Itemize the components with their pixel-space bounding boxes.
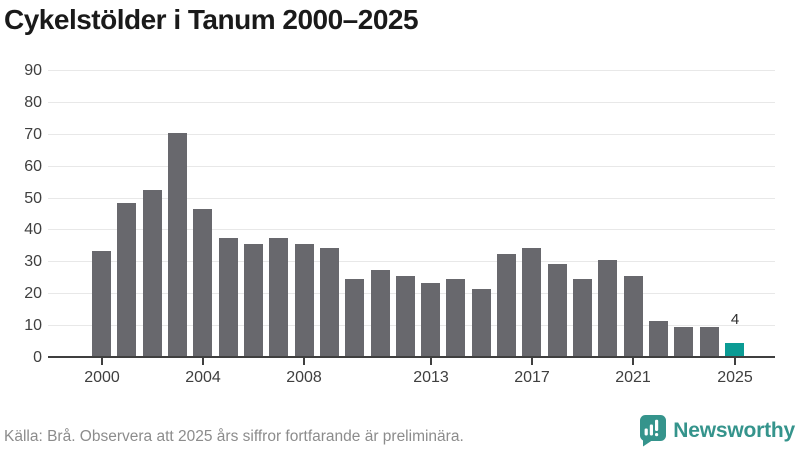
- gridline-90: [48, 70, 775, 71]
- bar-2011: [371, 270, 390, 356]
- bar-2004: [193, 209, 212, 356]
- y-tick-label-0: 0: [33, 349, 42, 366]
- bar-2012: [396, 276, 415, 356]
- y-tick-label-10: 10: [24, 317, 42, 335]
- bar-2007: [269, 238, 288, 356]
- x-tick-2000: [101, 358, 103, 365]
- bar-2019: [573, 279, 592, 356]
- x-tick-2017: [531, 358, 533, 365]
- gridline-60: [48, 165, 775, 167]
- y-tick-label-70: 70: [24, 125, 42, 143]
- bar-2018: [548, 264, 567, 356]
- gridline-50: [48, 197, 775, 199]
- y-tick-label-80: 80: [24, 93, 42, 111]
- x-tick-2025: [734, 358, 736, 365]
- bar-2017: [522, 248, 541, 356]
- x-tick-label-2004: 2004: [185, 369, 221, 386]
- bar-2002: [143, 190, 162, 356]
- bar-2022: [649, 321, 668, 356]
- gridline-30: [48, 261, 775, 263]
- x-tick-label-2008: 2008: [286, 369, 322, 386]
- bar-2005: [219, 238, 238, 356]
- bar-2006: [244, 244, 263, 356]
- bar-2013: [421, 283, 440, 356]
- y-tick-label-20: 20: [24, 285, 42, 303]
- bar-2020: [598, 260, 617, 356]
- newsworthy-logo-text: Newsworthy: [673, 419, 795, 442]
- y-tick-label-50: 50: [24, 189, 42, 207]
- bar-2015: [472, 289, 491, 356]
- bar-2016: [497, 254, 516, 356]
- x-tick-label-2000: 2000: [84, 369, 120, 386]
- x-tick-2013: [430, 358, 432, 365]
- x-tick-2004: [202, 358, 204, 365]
- x-tick-label-2013: 2013: [413, 369, 449, 386]
- newsworthy-icon: [640, 415, 667, 447]
- plot-area: 4: [48, 70, 775, 358]
- bar-2023: [674, 327, 693, 356]
- x-tick-label-2021: 2021: [615, 369, 651, 386]
- bar-2008: [295, 244, 314, 356]
- bar-2001: [117, 203, 136, 356]
- x-tick-2021: [632, 358, 634, 365]
- x-tick-2008: [303, 358, 305, 365]
- bar-2003: [168, 133, 187, 356]
- y-tick-label-60: 60: [24, 157, 42, 175]
- bar-2024: [700, 327, 719, 356]
- bar-2021: [624, 276, 643, 356]
- y-tick-label-30: 30: [24, 253, 42, 271]
- chart-title: Cykelstölder i Tanum 2000–2025: [4, 4, 419, 35]
- y-tick-label-90: 90: [24, 62, 42, 79]
- x-tick-label-2025: 2025: [717, 369, 753, 386]
- gridline-40: [48, 229, 775, 231]
- newsworthy-logo[interactable]: Newsworthy: [640, 414, 795, 448]
- x-tick-label-2017: 2017: [514, 369, 550, 386]
- bar-2009: [320, 248, 339, 356]
- gridline-80: [48, 101, 775, 103]
- bar-2010: [345, 279, 364, 356]
- source-note: Källa: Brå. Observera att 2025 års siffr…: [4, 428, 464, 445]
- bar-2000: [92, 251, 111, 356]
- y-tick-label-40: 40: [24, 221, 42, 239]
- bar-value-label: 4: [730, 311, 740, 328]
- gridline-70: [48, 133, 775, 135]
- x-axis-line: [48, 356, 775, 358]
- bar-2014: [446, 279, 465, 356]
- bar-2025: [725, 343, 744, 356]
